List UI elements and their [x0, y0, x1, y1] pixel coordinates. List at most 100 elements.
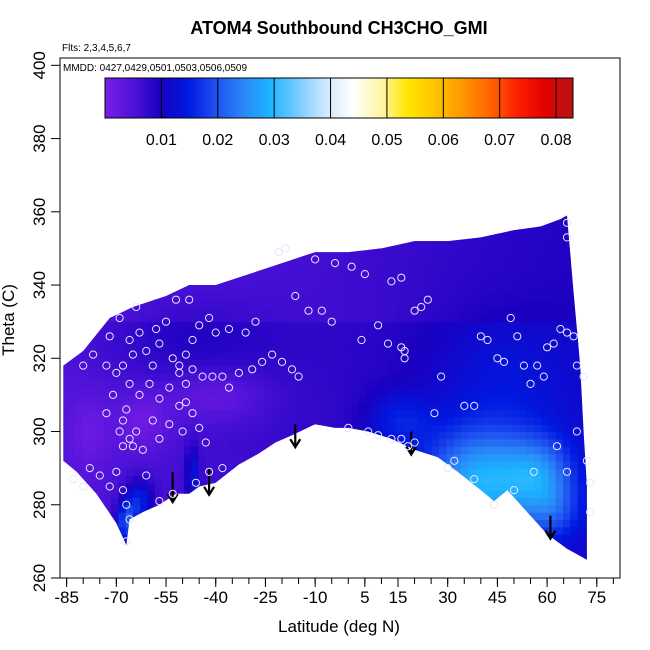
heat-cell [169, 563, 177, 571]
heat-cell [183, 365, 192, 374]
heat-cell [96, 219, 105, 227]
heat-cell [220, 255, 229, 264]
heat-cell [446, 153, 454, 161]
heat-cell [439, 534, 447, 542]
heat-cell [460, 497, 469, 506]
heat-cell [264, 556, 272, 560]
heat-cell [60, 168, 68, 176]
heat-cell [271, 497, 280, 506]
heat-cell [300, 292, 309, 301]
heat-cell [482, 321, 491, 330]
heat-cell [74, 416, 83, 425]
heat-cell [541, 475, 549, 484]
heat-cell [490, 233, 498, 242]
heat-cell [410, 183, 418, 191]
heat-cell [154, 219, 163, 227]
heat-cell [264, 571, 272, 579]
heat-cell [183, 534, 192, 542]
heat-cell [162, 563, 170, 571]
heat-cell [140, 307, 149, 315]
heat-cell [154, 226, 163, 235]
heat-cell [476, 65, 484, 73]
heat-cell [162, 205, 170, 213]
heat-cell [351, 460, 360, 469]
heat-cell [271, 314, 280, 323]
heat-cell [519, 263, 528, 271]
heat-cell [424, 402, 433, 411]
heat-cell [74, 409, 83, 418]
heat-cell [140, 270, 149, 279]
heat-cell [403, 153, 411, 161]
heat-cell [155, 161, 163, 169]
heat-cell [431, 460, 440, 469]
heat-cell [461, 205, 469, 213]
heat-cell [89, 541, 98, 550]
heat-cell [417, 563, 425, 571]
heat-cell [264, 190, 272, 198]
heat-cell [206, 124, 214, 132]
heat-cell [198, 431, 207, 440]
heat-cell [96, 146, 104, 154]
heat-cell [527, 146, 535, 154]
heat-cell [548, 270, 557, 279]
heat-cell [118, 197, 126, 205]
heat-cell [460, 409, 469, 418]
heat-cell [256, 534, 265, 542]
heat-cell [337, 248, 345, 257]
heat-cell [315, 365, 323, 374]
heat-cell [279, 161, 287, 169]
heat-cell [395, 299, 404, 308]
heat-cell [286, 336, 294, 345]
heat-cell [490, 197, 498, 205]
heat-cell [147, 556, 156, 560]
heat-cell [271, 402, 280, 411]
heat-cell [256, 504, 265, 513]
heat-cell [249, 453, 258, 462]
heat-cell [148, 205, 156, 213]
heat-cell [147, 226, 156, 235]
heat-cell [402, 248, 411, 257]
heat-cell [315, 571, 323, 579]
heat-cell [286, 292, 294, 301]
heat-cell [322, 161, 330, 169]
heat-cell [460, 475, 469, 484]
heat-cell [81, 512, 90, 520]
heat-cell [220, 490, 229, 498]
heat-cell [374, 161, 382, 169]
heat-cell [191, 402, 200, 411]
heat-cell [519, 548, 528, 557]
heat-cell [388, 372, 396, 381]
heat-cell [476, 571, 484, 579]
heat-cell [490, 563, 498, 571]
heat-cell [147, 431, 156, 440]
heat-cell [570, 556, 579, 560]
heat-cell [75, 175, 83, 183]
heat-cell [286, 343, 294, 352]
heat-cell [395, 175, 403, 183]
heat-cell [125, 241, 134, 249]
heat-cell [111, 248, 119, 257]
heat-cell [96, 343, 105, 352]
heat-cell [504, 424, 513, 433]
heat-cell [307, 504, 316, 513]
heat-cell [337, 490, 345, 498]
heat-cell [497, 292, 506, 301]
heat-cell [213, 336, 221, 345]
heat-cell [453, 358, 462, 367]
heat-cell [89, 241, 98, 249]
heat-cell [366, 490, 375, 498]
heat-cell [227, 482, 236, 491]
heat-cell [308, 197, 316, 205]
heat-cell [286, 446, 294, 455]
heat-cell [563, 168, 571, 176]
heat-cell [235, 438, 243, 447]
heat-cell [519, 153, 527, 161]
heat-cell [235, 446, 243, 455]
heat-cell [183, 431, 192, 440]
heat-cell [213, 526, 221, 535]
heat-cell [133, 563, 141, 571]
heat-cell [271, 336, 280, 345]
heat-cell [381, 183, 389, 191]
heat-cell [67, 372, 76, 381]
heat-cell [176, 460, 185, 469]
